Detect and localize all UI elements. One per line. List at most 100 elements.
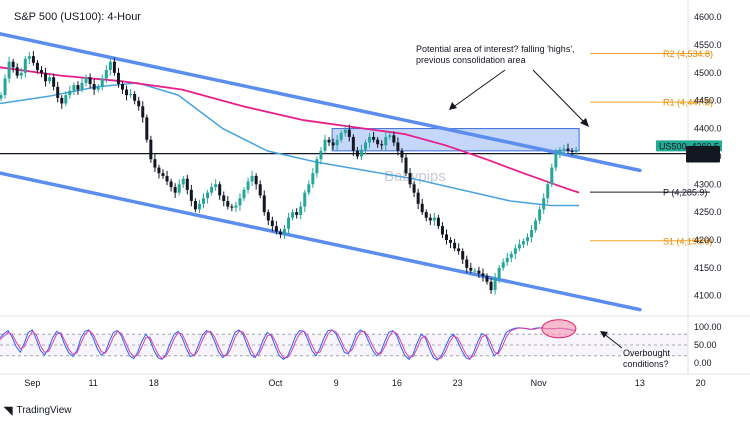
candle-body — [424, 212, 428, 218]
candle-body — [88, 77, 92, 84]
candle-body — [558, 149, 562, 154]
candle-body — [404, 157, 408, 174]
candle-body — [15, 67, 19, 76]
candle-body — [445, 234, 448, 240]
candle-body — [303, 192, 307, 207]
candle-body — [497, 267, 501, 278]
candle-body — [230, 206, 234, 208]
zone-arrow-left — [451, 69, 506, 109]
candle-body — [355, 150, 359, 157]
candle-body — [92, 84, 96, 90]
candle-body — [408, 173, 412, 185]
candle-body — [202, 198, 205, 204]
time-tick-label: 23 — [453, 378, 463, 388]
overbought-note: Overbought conditions? — [623, 348, 671, 369]
candle-body — [287, 217, 291, 229]
osc-tick-label: 0.00 — [694, 358, 712, 368]
candle-body — [570, 150, 574, 152]
channel-upper-line[interactable] — [0, 32, 642, 173]
candle-body — [278, 231, 282, 235]
candle-body — [64, 95, 68, 104]
candle-body — [546, 184, 550, 199]
candle-body — [509, 253, 513, 258]
candle-body — [517, 244, 521, 249]
price-tick-label: 4300.0 — [694, 179, 722, 189]
overbought-highlight — [541, 319, 577, 339]
candle-body — [246, 181, 250, 190]
candle-body — [185, 178, 189, 190]
candle-body — [214, 184, 218, 188]
candle-body — [343, 129, 347, 134]
candle-body — [550, 167, 554, 185]
candle-body — [254, 175, 258, 185]
candle-body — [157, 167, 161, 174]
candle-body — [396, 142, 400, 151]
tradingview-logo-icon: ◥ — [4, 405, 13, 417]
candle-body — [440, 226, 444, 235]
candle-body — [315, 159, 319, 174]
candle-body — [40, 70, 43, 73]
candle-body — [226, 201, 230, 207]
zone-arrow-right — [532, 69, 587, 125]
candle-body — [351, 136, 355, 151]
candle-body — [465, 259, 469, 268]
candle-body — [125, 89, 129, 96]
time-tick-label: 16 — [392, 378, 402, 388]
candle-body — [307, 184, 311, 193]
price-tick-label: 4550.0 — [694, 40, 722, 50]
candle-body — [56, 86, 60, 98]
candle-body — [161, 173, 165, 176]
time-tick-label: Sep — [24, 378, 40, 388]
candle-body — [189, 189, 193, 201]
zone-arrow-left-head — [449, 102, 457, 110]
candle-body — [104, 70, 108, 79]
price-tick-label: 4100.0 — [694, 291, 722, 301]
osc-d-line — [0, 327, 576, 360]
candle-body — [319, 150, 323, 160]
candle-body — [35, 62, 39, 71]
moving-average-blue — [0, 82, 580, 207]
candle-body — [274, 226, 278, 232]
price-tick-label: 4400.0 — [694, 124, 722, 134]
pivot-label-r1: R1 (4,447.5) — [663, 98, 713, 108]
candle-body — [108, 61, 112, 71]
candle-body — [44, 72, 48, 82]
price-tick-label: 4600.0 — [694, 12, 722, 22]
candle-body — [23, 58, 27, 73]
candle-body — [137, 100, 141, 107]
candle-body — [262, 195, 266, 213]
candle-body — [485, 276, 489, 282]
price-tick-label: 4450.0 — [694, 96, 722, 106]
price-tick-label: 4150.0 — [694, 263, 722, 273]
time-tick-label: 9 — [334, 378, 339, 388]
time-tick-label: Nov — [531, 378, 548, 388]
zone-arrow-right-head — [580, 118, 589, 127]
candle-body — [100, 78, 104, 87]
candle-body — [513, 248, 517, 254]
candle-body — [562, 148, 566, 150]
tradingview-brand: TradingView — [16, 405, 72, 416]
candle-body — [270, 220, 274, 227]
candle-body — [3, 78, 7, 96]
price-tag-value: 4355.0 — [689, 153, 717, 163]
osc-tick-label: 50.00 — [694, 340, 717, 350]
candle-body — [121, 84, 124, 90]
candle-body — [380, 144, 384, 146]
candle-body — [339, 133, 343, 140]
candle-body — [295, 212, 299, 215]
candle-body — [364, 142, 367, 150]
candle-body — [368, 136, 372, 143]
channel-lower-line[interactable] — [0, 171, 642, 312]
candle-body — [116, 72, 120, 84]
time-tick-label: 13 — [635, 378, 645, 388]
candle-body — [242, 189, 246, 199]
candle-body — [469, 267, 473, 271]
price-tick-label: 4200.0 — [694, 235, 722, 245]
candle-body — [11, 61, 15, 68]
candle-body — [210, 187, 214, 193]
candle-body — [19, 72, 23, 76]
candle-body — [530, 229, 534, 238]
candle-body — [84, 77, 88, 83]
candle-body — [60, 97, 64, 104]
